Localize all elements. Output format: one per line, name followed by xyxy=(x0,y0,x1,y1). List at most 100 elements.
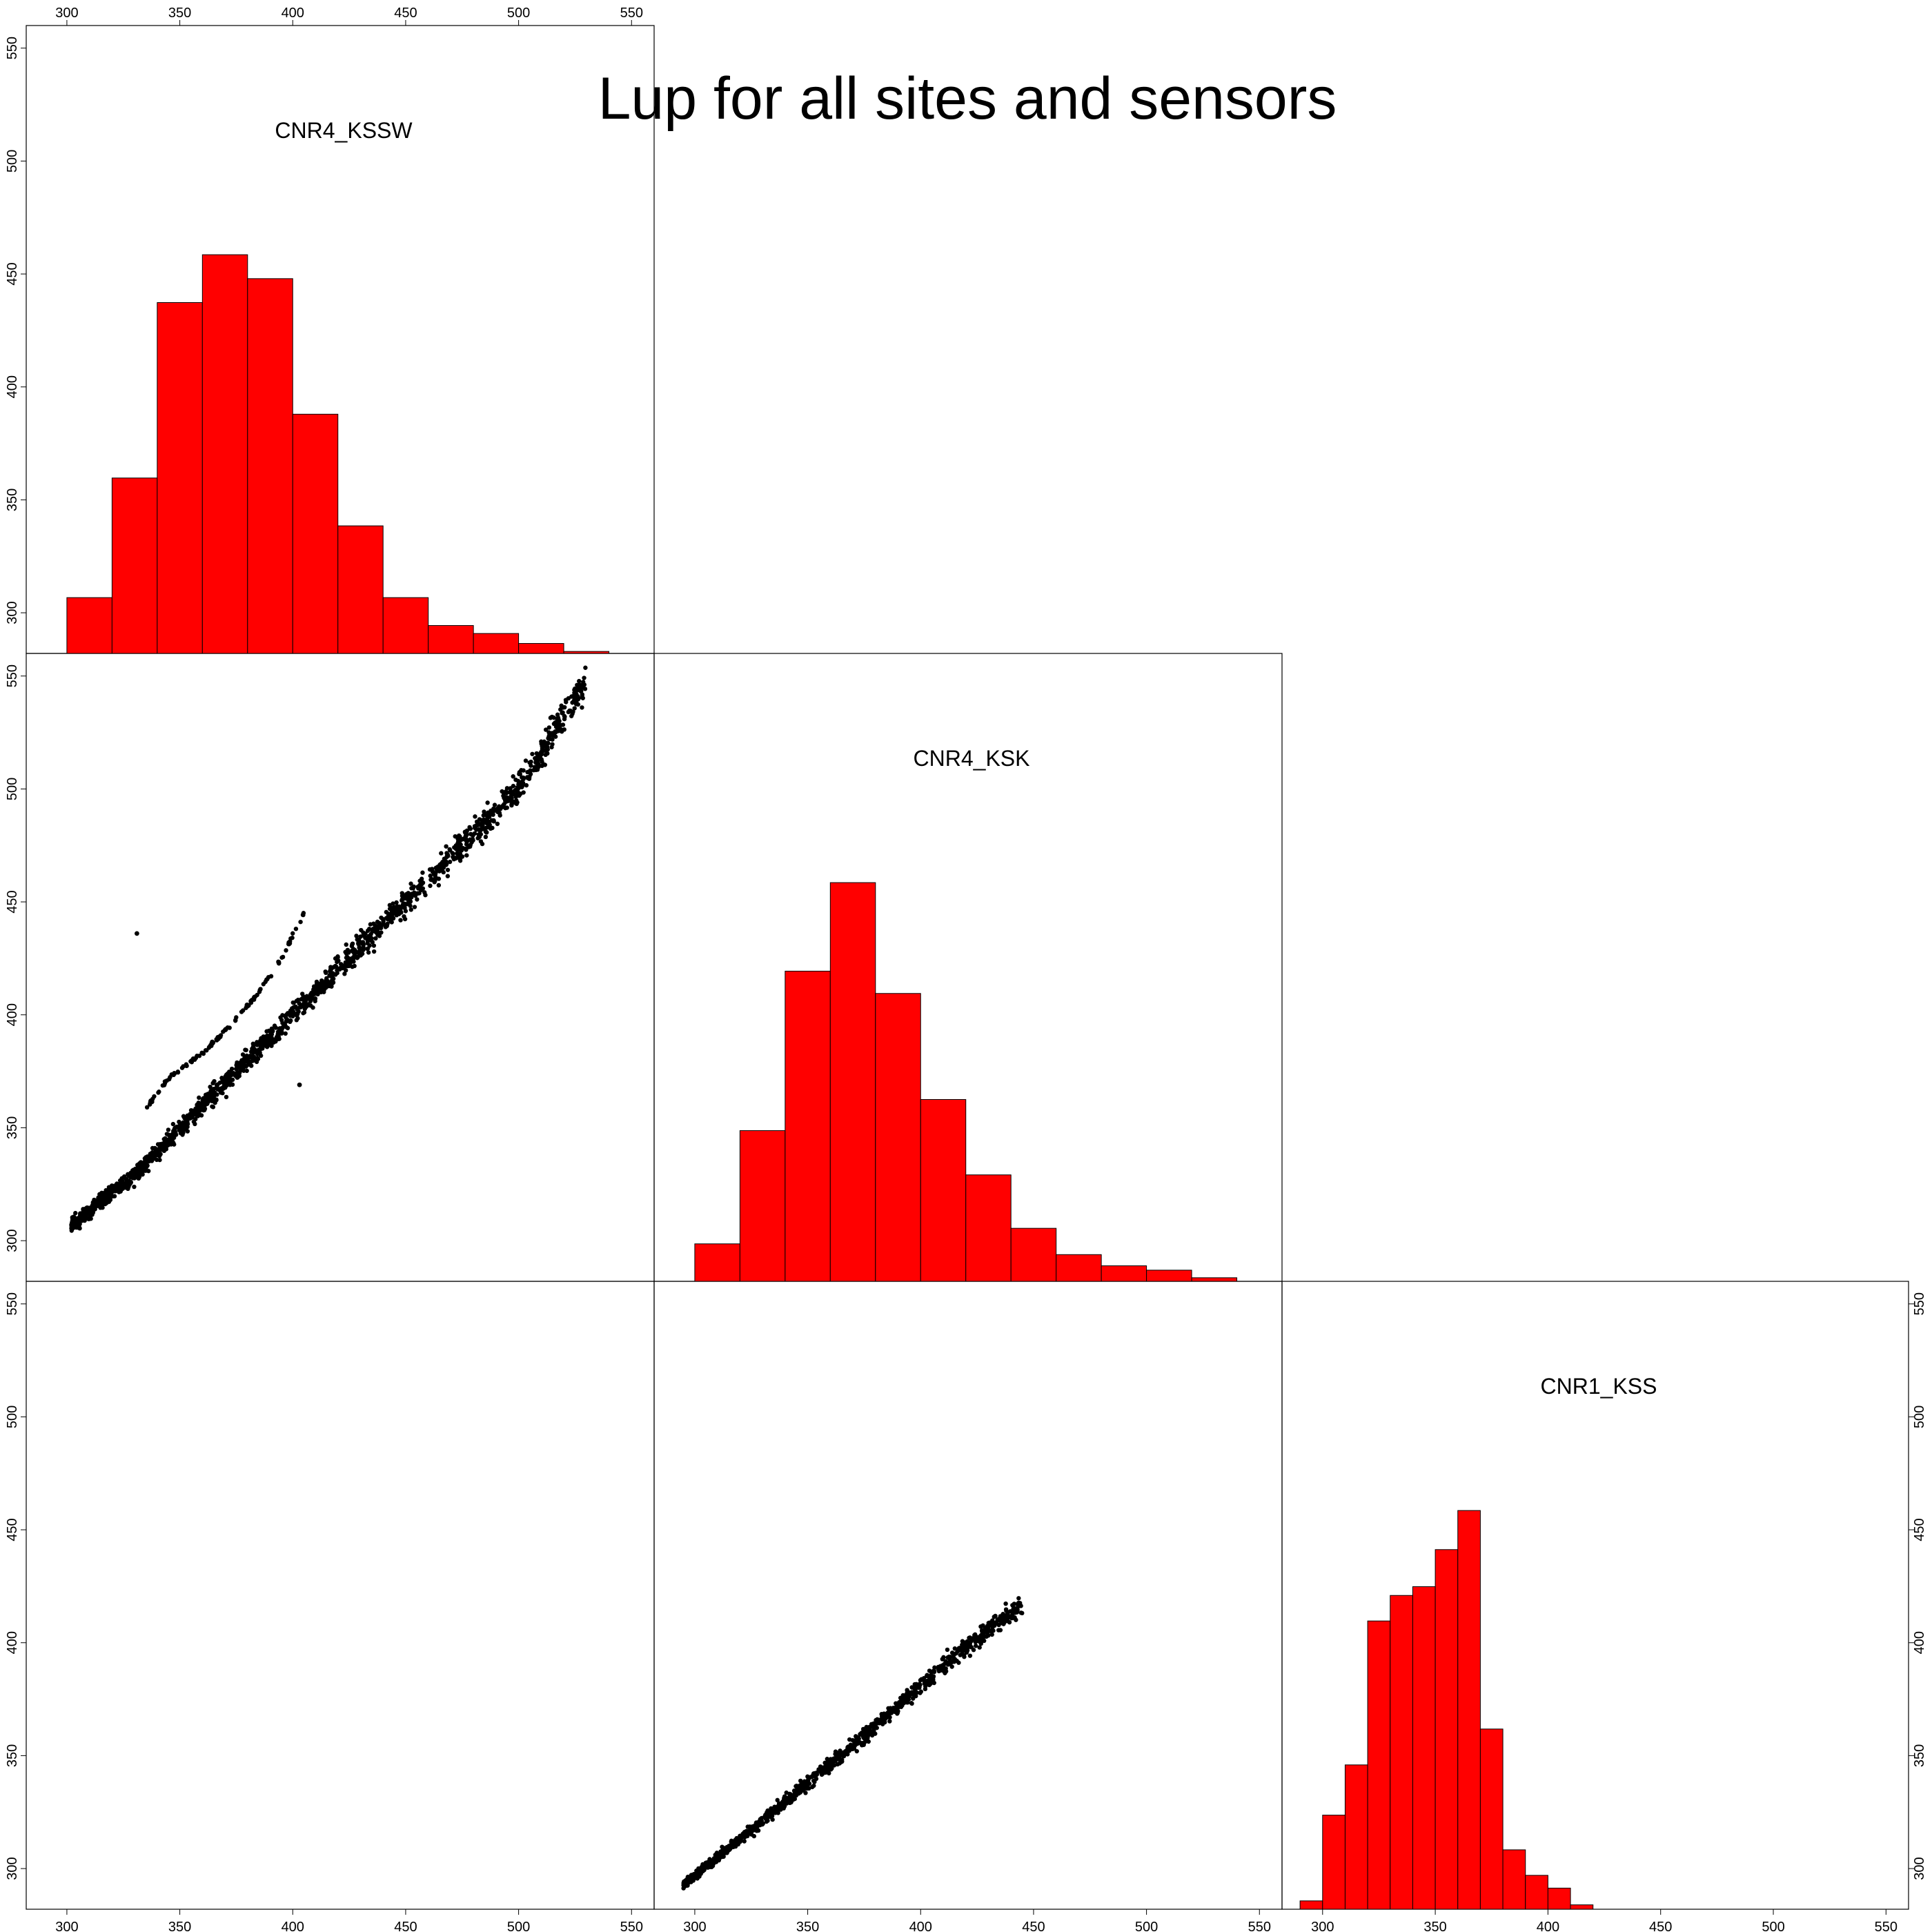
scatter-point xyxy=(373,923,377,928)
scatter-point xyxy=(284,1025,289,1029)
scatter-point xyxy=(295,1016,300,1021)
scatter-point xyxy=(420,870,425,875)
scatter-point xyxy=(879,1712,884,1717)
scatter-point xyxy=(294,1012,299,1017)
scatter-point xyxy=(188,1113,193,1118)
x-tick-label: 300 xyxy=(1311,1920,1334,1932)
scatter-point xyxy=(201,1102,206,1107)
scatter-point xyxy=(990,1618,995,1623)
y-tick-label: 550 xyxy=(5,664,20,687)
scatter-point xyxy=(847,1737,852,1742)
panel-frame-r3c1 xyxy=(26,1281,655,1910)
scatter-point xyxy=(566,696,571,701)
scatter-point xyxy=(476,832,481,837)
scatter-point xyxy=(560,710,565,715)
scatter-point xyxy=(286,1011,291,1016)
histogram-bar xyxy=(1502,1849,1526,1910)
scatter-point xyxy=(513,793,518,798)
scatter-point xyxy=(344,951,349,956)
scatter-point xyxy=(224,1094,229,1100)
scatter-point xyxy=(775,1797,780,1803)
scatter-point xyxy=(993,1613,998,1619)
scatter-point xyxy=(742,1839,747,1844)
scatter-point xyxy=(917,1682,922,1686)
scatter-point xyxy=(940,1663,945,1668)
scatter-point xyxy=(146,1168,151,1174)
scatter-point xyxy=(280,1013,285,1018)
scatter-point xyxy=(520,780,524,785)
scatter-point xyxy=(1012,1615,1017,1620)
scatter-point xyxy=(365,946,370,952)
scatter-point xyxy=(485,800,490,805)
x-tick-label: 350 xyxy=(168,1920,191,1932)
scatter-point xyxy=(978,1634,983,1639)
x-tick-label: 550 xyxy=(1875,1920,1897,1932)
scatter-point xyxy=(754,1828,759,1833)
scatter-point xyxy=(255,1040,259,1045)
scatter-point xyxy=(153,1146,158,1151)
scatter-point xyxy=(463,834,468,839)
scatter-point xyxy=(274,1036,279,1041)
scatter-point xyxy=(371,949,377,954)
scatter-point xyxy=(571,709,575,714)
scatter-point xyxy=(483,834,489,840)
scatter-point xyxy=(879,1717,884,1722)
scatter-point xyxy=(342,972,347,976)
histogram-bar xyxy=(563,651,610,654)
scatter-point xyxy=(428,874,433,878)
histogram-CNR4_KSSW xyxy=(66,254,610,654)
scatter-point xyxy=(298,1005,304,1009)
scatter-point xyxy=(936,1667,941,1673)
scatter-point xyxy=(808,1775,814,1780)
scatter-point xyxy=(495,821,500,827)
y-tick-label: 450 xyxy=(5,1518,20,1541)
scatter-point xyxy=(195,1102,199,1107)
scatter-point xyxy=(155,1151,161,1156)
panel-frame-r3c3 xyxy=(1281,1281,1909,1910)
scatter-point xyxy=(272,1023,277,1028)
scatter-point xyxy=(175,1070,181,1075)
scatter-point xyxy=(172,1132,177,1137)
scatter-point xyxy=(705,1860,711,1866)
scatter-point xyxy=(450,851,455,856)
scatter-point xyxy=(197,1095,201,1101)
scatter-point xyxy=(894,1707,899,1712)
x-tick-label: 450 xyxy=(394,6,417,21)
scatter-point xyxy=(572,698,577,702)
x-tick-label: 550 xyxy=(620,6,643,21)
scatter-point xyxy=(180,1132,185,1137)
scatter-point xyxy=(919,1677,924,1682)
scatter-point xyxy=(486,820,491,826)
scatter-point xyxy=(949,1660,954,1665)
scatter-point xyxy=(137,1162,142,1167)
scatter-point xyxy=(395,909,400,914)
scatter-point xyxy=(1003,1601,1008,1606)
scatter-point xyxy=(193,1112,199,1117)
histogram-bar xyxy=(875,993,921,1282)
scatter-point xyxy=(308,996,313,1001)
scatter-point xyxy=(195,1105,201,1111)
scatter-point xyxy=(867,1726,872,1731)
scatter-point xyxy=(80,1216,85,1222)
histogram-bar xyxy=(1457,1510,1481,1910)
scatter-point xyxy=(504,790,509,796)
scatter-point xyxy=(279,955,284,960)
histogram-CNR4_KSK xyxy=(694,882,1238,1282)
scatter-point xyxy=(328,967,333,972)
scatter-point xyxy=(457,833,462,838)
scatter-point xyxy=(288,1018,293,1023)
scatter-point xyxy=(576,687,582,692)
scatter-point xyxy=(223,1074,228,1079)
x-tick-label: 450 xyxy=(1649,1920,1672,1932)
x-tick-label: 400 xyxy=(282,1920,304,1932)
scatter-point xyxy=(765,1815,770,1820)
scatter-CNR4_KSSW-vs-CNR4_KSK xyxy=(69,665,588,1233)
scatter-point xyxy=(968,1644,973,1648)
scatter-point xyxy=(314,979,319,985)
scatter-point xyxy=(324,970,328,976)
scatter-point xyxy=(402,905,407,911)
y-tick-label: 400 xyxy=(5,375,20,398)
scatter-point xyxy=(833,1759,838,1764)
scatter-point xyxy=(366,934,371,938)
scatter-point xyxy=(290,1011,296,1016)
